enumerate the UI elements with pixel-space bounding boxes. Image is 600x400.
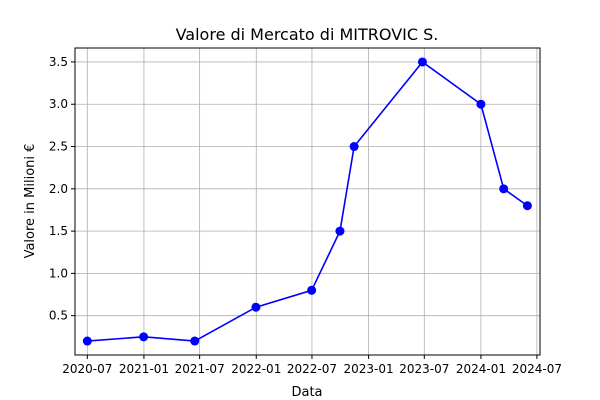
x-tick-label: 2022-07 (287, 362, 337, 376)
series-line (87, 60, 528, 342)
x-axis-label: Data (291, 385, 322, 400)
data-point (417, 57, 427, 67)
x-axis: 2020-07 2021-01 2021-07 2022-01 2022-07 2023-… (62, 355, 562, 376)
x-tick-label: 2022-01 (231, 362, 281, 376)
data-point (307, 285, 317, 295)
x-tick-label: 2023-07 (399, 362, 449, 376)
data-point (82, 336, 92, 346)
chart-title: Valore di Mercato di MITROVIC S. (176, 25, 439, 44)
x-tick-label: 2020-07 (62, 362, 112, 376)
y-tick-label: 3.0 (49, 97, 68, 111)
y-axis: 0.5 1.0 1.5 2.0 2.5 3.0 3.5 (49, 55, 75, 323)
data-point (349, 142, 359, 152)
data-point (476, 99, 486, 109)
y-tick-label: 2.0 (49, 182, 68, 196)
y-tick-label: 2.5 (49, 140, 68, 154)
x-tick-label: 2021-01 (119, 362, 169, 376)
data-point (139, 332, 149, 342)
y-tick-label: 1.0 (49, 266, 68, 280)
x-tick-label: 2023-01 (344, 362, 394, 376)
grid (75, 48, 540, 355)
x-tick-label: 2024-01 (456, 362, 506, 376)
y-tick-label: 1.5 (49, 224, 68, 238)
x-tick-label: 2024-07 (512, 362, 562, 376)
y-tick-label: 0.5 (49, 309, 68, 323)
data-point (251, 302, 261, 312)
x-tick-label: 2021-07 (175, 362, 225, 376)
data-point (190, 336, 200, 346)
y-tick-label: 3.5 (49, 55, 68, 69)
data-point (522, 201, 532, 211)
data-point (335, 226, 345, 236)
series-layer (82, 57, 532, 346)
plot-frame (74, 47, 541, 356)
y-axis-label: Valore in Milioni € (23, 144, 38, 259)
data-point (499, 184, 509, 194)
